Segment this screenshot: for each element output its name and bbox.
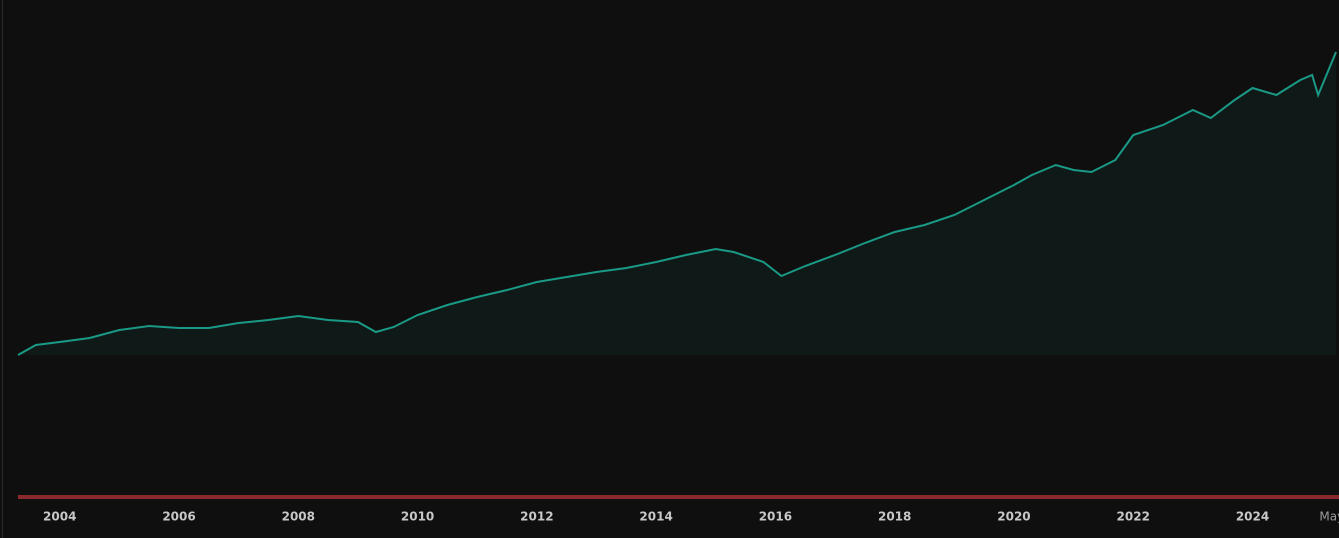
- x-tick-label: 2008: [282, 510, 315, 524]
- x-tick-label: 2024: [1236, 510, 1269, 524]
- x-tick-label: 2018: [878, 510, 911, 524]
- x-tick-label: 2006: [162, 510, 195, 524]
- area: [18, 52, 1337, 355]
- equity-line: [17, 51, 1337, 356]
- x-tick-label: 2004: [43, 510, 76, 524]
- x-tick-label: May: [1319, 510, 1339, 524]
- x-tick-label: 2010: [401, 510, 434, 524]
- x-tick-label: 2020: [997, 510, 1030, 524]
- x-tick-label: 2014: [639, 510, 672, 524]
- x-tick-label: 2012: [520, 510, 553, 524]
- x-tick-label: 2016: [759, 510, 792, 524]
- trade-strip: [18, 495, 1339, 499]
- x-tick-label: 2022: [1117, 510, 1150, 524]
